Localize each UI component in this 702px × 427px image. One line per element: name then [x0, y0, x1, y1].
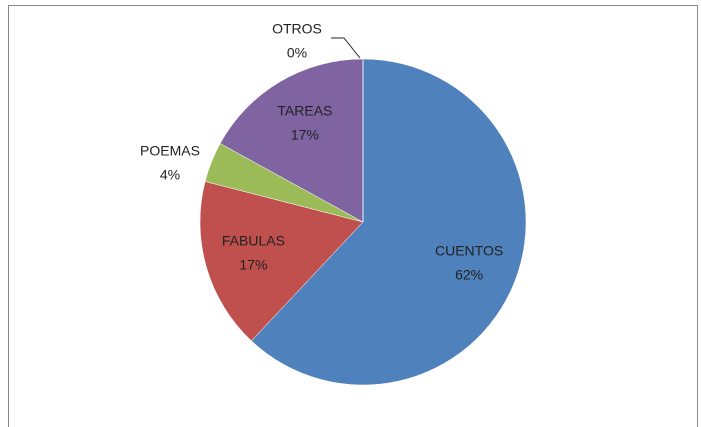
slice-label: TAREAS [277, 102, 332, 118]
pie-slice [251, 58, 527, 386]
slice-label: POEMAS [140, 143, 200, 159]
slice-value-label: 62% [455, 267, 483, 283]
pie-slice [199, 181, 364, 342]
slice-label: OTROS [272, 21, 322, 37]
slice-label: FABULAS [222, 233, 285, 249]
slice-label: CUENTOS [435, 243, 503, 259]
pie-slice [219, 58, 364, 223]
leader-line [331, 37, 361, 59]
slice-value-label: 17% [291, 126, 319, 142]
slice-value-label: 17% [239, 257, 267, 273]
slice-value-label: 4% [160, 167, 180, 183]
slice-value-label: 0% [287, 45, 307, 61]
